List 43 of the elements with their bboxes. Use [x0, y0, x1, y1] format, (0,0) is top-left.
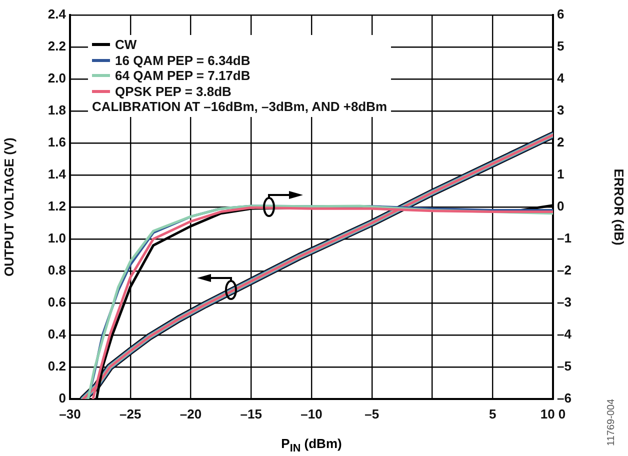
x-tick-label: 10 0: [540, 406, 566, 422]
y-tick-label: 2.4: [48, 6, 67, 22]
y2-tick-label: 1: [557, 166, 564, 182]
y2-tick-label: –3: [557, 294, 572, 310]
x-tick-label: –10: [300, 406, 322, 422]
y-tick-label: 1.8: [48, 102, 66, 118]
y-tick-label: 0.8: [48, 262, 66, 278]
y2-tick-label: 0: [557, 198, 564, 214]
y-tick-label: 0.6: [48, 294, 66, 310]
y-tick-label: 0: [58, 390, 66, 406]
x-tick-label: –30: [59, 406, 81, 422]
y-tick-label: 1.6: [48, 134, 66, 150]
y2-tick-label: 3: [557, 102, 564, 118]
y2-tick-label: –1: [557, 230, 572, 246]
y2-tick-label: 5: [557, 38, 564, 54]
annotation: CALIBRATION AT –16dBm, –3dBm, AND +8dBm: [92, 99, 388, 114]
x-tick-label: –25: [120, 406, 142, 422]
y2-tick-label: 6: [557, 6, 564, 22]
x-tick-label: –5: [364, 406, 380, 422]
text: 11769-004: [606, 398, 617, 446]
x-axis-title: P$_{IN}$ (dBm): [281, 436, 342, 455]
legend-label: QPSK PEP = 3.8dB: [115, 84, 232, 99]
x-tick-label: –15: [240, 406, 262, 422]
y-tick-label: 2.2: [48, 38, 66, 54]
legend-label: 16 QAM PEP = 6.34dB: [115, 52, 250, 68]
y-axis-title: OUTPUT VOLTAGE (V): [1, 138, 16, 276]
legend-label: 64 QAM PEP = 7.17dB: [115, 68, 250, 84]
legend-label: CW: [115, 37, 137, 52]
x-tick-label: 5: [489, 406, 496, 422]
y-tick-label: 0.2: [48, 358, 66, 374]
y2-tick-label: 2: [557, 134, 564, 150]
y-tick-label: 1.0: [48, 230, 66, 246]
y2-tick-label: –6: [557, 390, 572, 406]
y2-tick-label: –2: [557, 262, 572, 278]
y2-tick-label: 4: [557, 70, 565, 86]
y-tick-label: 1.2: [48, 198, 66, 214]
y2-axis-title: ERROR (dB): [612, 168, 627, 246]
y-tick-label: 2.0: [48, 70, 66, 86]
y2-tick-label: –4: [557, 326, 572, 342]
y-tick-label: 1.4: [48, 166, 67, 182]
y-tick-label: 0.4: [48, 326, 67, 342]
x-tick-label: –20: [180, 406, 202, 422]
y2-tick-label: –5: [557, 358, 572, 374]
